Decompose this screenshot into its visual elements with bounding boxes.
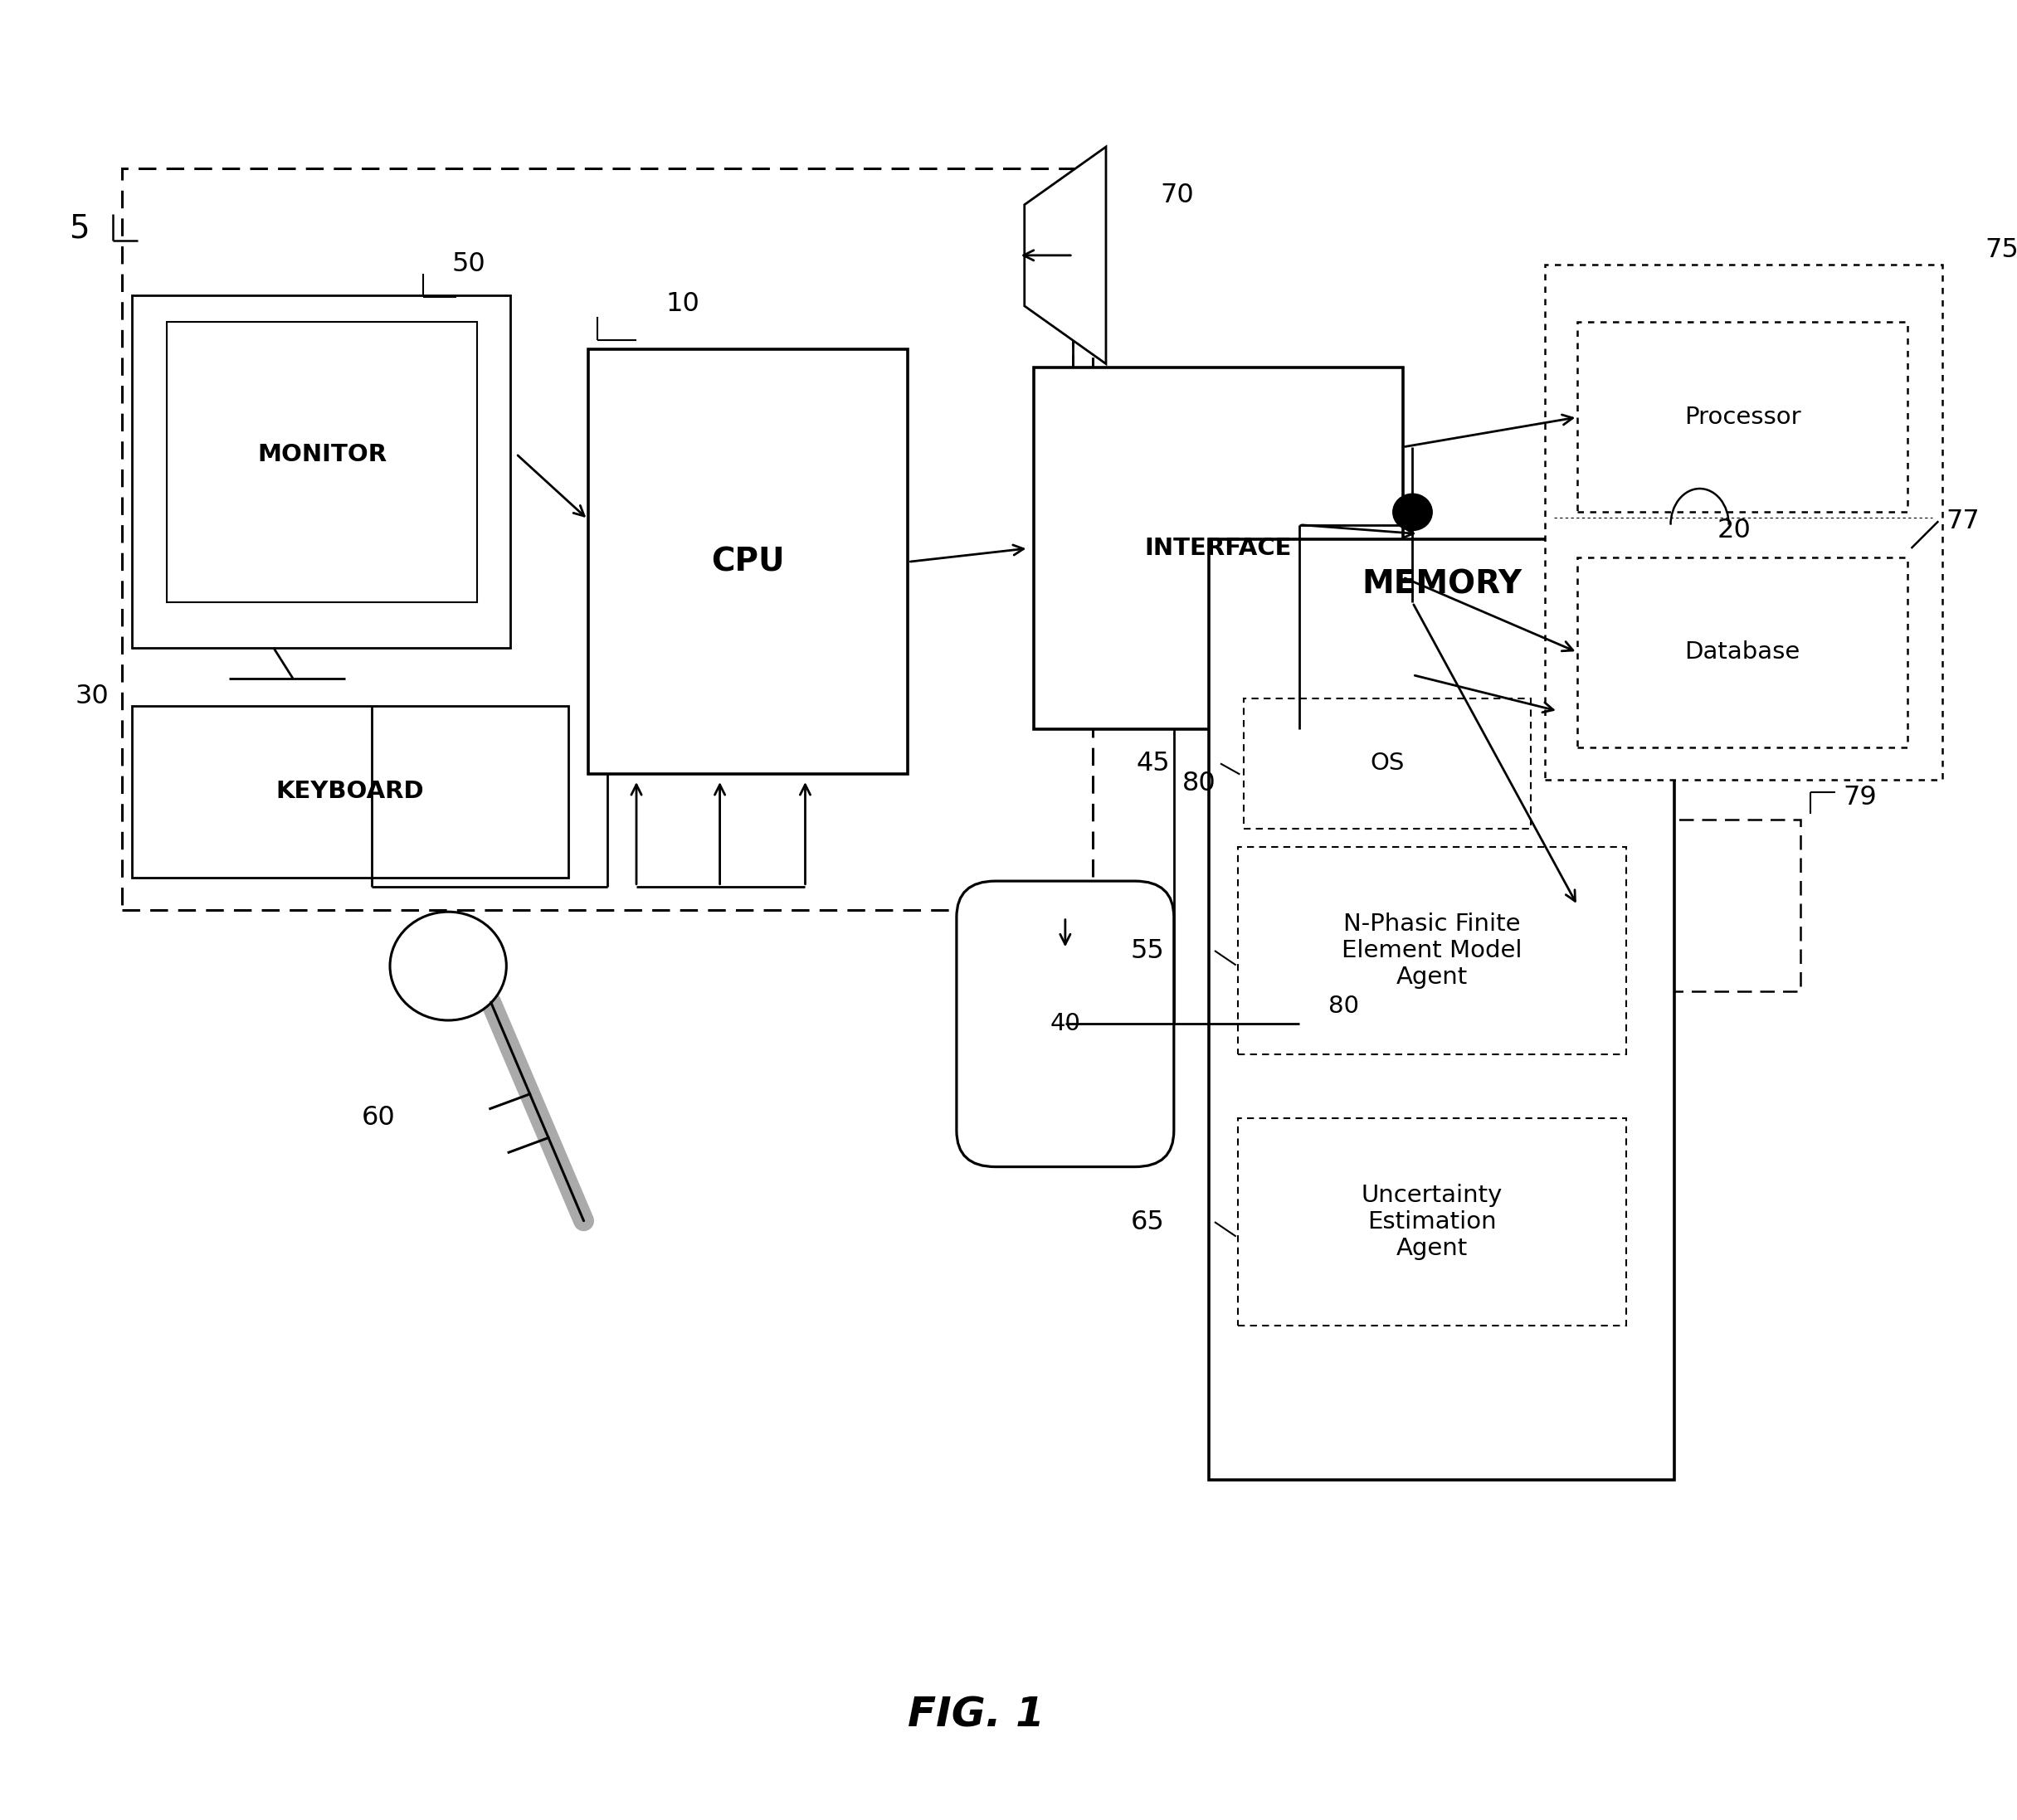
Bar [1577, 322, 1908, 511]
Bar [1208, 539, 1674, 1480]
Text: 55: 55 [1130, 937, 1164, 963]
Text: CPU: CPU [712, 546, 785, 577]
Text: 40: 40 [1051, 1012, 1081, 1036]
Text: 30: 30 [75, 684, 109, 710]
Bar [131, 295, 510, 648]
Text: Uncertainty
Estimation
Agent: Uncertainty Estimation Agent [1361, 1183, 1503, 1261]
Text: 50: 50 [452, 251, 486, 277]
Bar [1545, 264, 1942, 779]
Text: INTERFACE: INTERFACE [1146, 537, 1293, 561]
Text: 5: 5 [69, 213, 89, 244]
Bar [1577, 819, 1801, 992]
Text: Database: Database [1684, 641, 1801, 664]
Text: 77: 77 [1946, 508, 1981, 533]
Polygon shape [1025, 147, 1105, 364]
Text: 80: 80 [1329, 994, 1359, 1017]
Text: OS: OS [1370, 752, 1404, 775]
Bar [131, 706, 569, 877]
Circle shape [1394, 493, 1432, 530]
Text: 75: 75 [1985, 237, 2017, 262]
Text: 80: 80 [1182, 770, 1216, 797]
Bar [1577, 557, 1908, 748]
Text: Processor: Processor [1684, 406, 1801, 430]
Text: 70: 70 [1160, 182, 1194, 209]
Bar [1238, 846, 1626, 1054]
Text: FIG. 1: FIG. 1 [908, 1694, 1045, 1734]
Text: N-Phasic Finite
Element Model
Agent: N-Phasic Finite Element Model Agent [1341, 912, 1523, 990]
Bar [1035, 368, 1404, 730]
Text: MEMORY: MEMORY [1361, 568, 1521, 601]
Text: 60: 60 [361, 1105, 395, 1130]
Bar [1244, 699, 1531, 828]
Text: KEYBOARD: KEYBOARD [276, 781, 424, 803]
Text: 79: 79 [1844, 784, 1878, 810]
Bar [167, 322, 478, 602]
Text: MONITOR: MONITOR [258, 442, 387, 466]
Bar [587, 349, 908, 773]
Text: 65: 65 [1130, 1208, 1164, 1234]
Text: 10: 10 [666, 291, 700, 317]
Circle shape [389, 912, 506, 1021]
Text: 45: 45 [1136, 750, 1170, 777]
Text: 20: 20 [1716, 517, 1751, 542]
Bar [1238, 1117, 1626, 1327]
Bar [123, 169, 1093, 910]
FancyBboxPatch shape [956, 881, 1174, 1167]
